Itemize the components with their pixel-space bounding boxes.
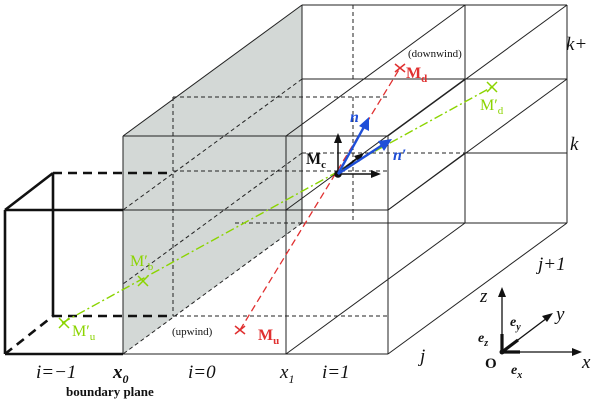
grid-solid-lines: [122, 4, 568, 355]
label-Mu: Mu: [258, 327, 279, 347]
normal-vectors: [336, 117, 392, 176]
axis-label-y: y: [554, 304, 565, 325]
label-downwind: (downwind): [408, 48, 462, 60]
label-i-1: i=1: [322, 362, 350, 383]
label-Mup: M′u: [72, 323, 96, 343]
axis-label-x: x: [581, 352, 591, 373]
label-i-minus-1: i=−1: [36, 362, 76, 383]
Mu-marker: [234, 325, 246, 335]
label-Mc: Mc: [306, 151, 326, 171]
label-i-0: i=0: [188, 362, 216, 383]
label-n: n: [350, 109, 359, 126]
label-n-prime: n′: [393, 147, 406, 164]
label-upwind: (upwind): [172, 326, 213, 338]
Mc-local-frame: [334, 133, 381, 178]
shaded-boundary-face: [123, 5, 302, 354]
label-j: j: [417, 346, 425, 367]
Mbp-marker: [137, 275, 149, 287]
grid-hidden-lines: [122, 5, 466, 355]
label-k-plus: k+: [566, 34, 587, 55]
origin-point: [499, 349, 505, 355]
label-k: k: [570, 134, 579, 155]
Mdp-marker: [486, 81, 498, 93]
label-Md: Md: [406, 65, 427, 85]
axis-label-origin: O: [485, 356, 497, 372]
Md-marker: [394, 63, 406, 73]
upwind-downwind-line: [239, 67, 401, 331]
label-boundary-plane: boundary plane: [66, 384, 154, 399]
ghost-cell: [3, 171, 173, 356]
label-x1: x1: [279, 362, 294, 386]
label-Mbp: M′b: [130, 253, 154, 273]
axis-label-z: z: [479, 286, 488, 307]
mirrored-line: [61, 86, 493, 324]
label-ey: ey: [510, 315, 521, 333]
label-ex: ex: [511, 363, 522, 381]
unit-vectors: [500, 334, 520, 354]
label-Mdp: M′d: [480, 97, 504, 117]
label-x0: x0: [112, 362, 129, 386]
Mup-marker: [58, 317, 70, 329]
label-j-plus-1: j+1: [535, 254, 566, 275]
label-ez: ez: [478, 331, 488, 349]
